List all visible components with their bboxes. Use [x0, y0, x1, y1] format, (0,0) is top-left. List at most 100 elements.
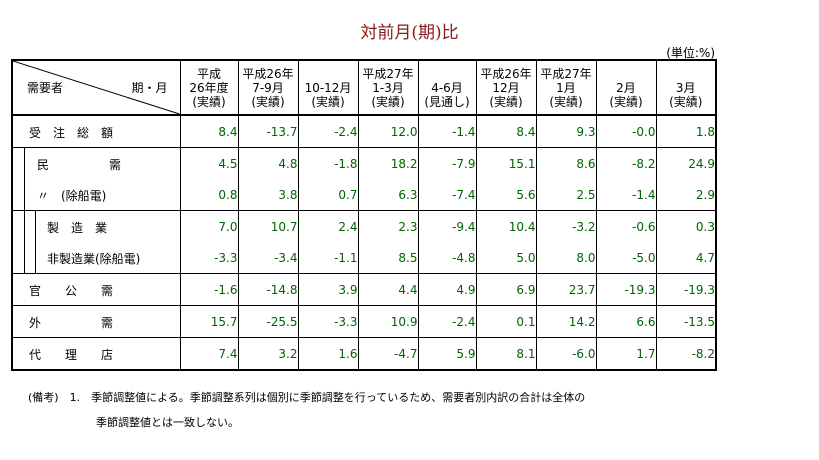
value-cell: 7.4 [179, 337, 239, 371]
table-row: 製 造 業 7.0 10.7 2.4 2.3 -9.4 10.4 -3.2 -0.6 0.3 [11, 210, 717, 242]
table-row: 〃 (除船電) 0.8 3.8 0.7 6.3 -7.4 5.6 2.5 -1.4 2.9 [11, 179, 717, 211]
value-cell: -13.7 [237, 114, 299, 148]
value-cell: -5.0 [595, 242, 657, 274]
value-cell: -1.4 [595, 179, 657, 211]
value-cell: 18.2 [357, 147, 419, 179]
row-label-cell: 〃 (除船電) [11, 179, 181, 211]
value-cell: -3.2 [535, 210, 597, 242]
row-label-cell: 受 注 総 額 [11, 114, 181, 148]
value-cell: 10.4 [475, 210, 537, 242]
value-cell: 1.7 [595, 337, 657, 371]
value-cell: -1.8 [297, 147, 359, 179]
value-cell: 0.8 [179, 179, 239, 211]
value-cell: 0.7 [297, 179, 359, 211]
note-line-1: (備考) 1. 季節調整値による。季節調整系列は個別に季節調整を行っているため、… [28, 391, 586, 404]
value-cell: 15.1 [475, 147, 537, 179]
value-cell: 6.6 [595, 305, 657, 338]
table-row: 代 理 店 7.4 3.2 1.6 -4.7 5.9 8.1 -6.0 1.7 -8.2 [11, 337, 717, 371]
value-cell: -2.4 [297, 114, 359, 148]
row-label: 受 注 総 額 [29, 126, 114, 140]
value-cell: -3.3 [179, 242, 239, 274]
value-cell: 9.3 [535, 114, 597, 148]
value-cell: 12.0 [357, 114, 419, 148]
header-row: 需要者 期・月 平成 26年度 (実績) 平成26年 7‐9月 (実績) 10‐12月(… [11, 59, 717, 116]
col-header: 平成26年 12月 (実績) [475, 59, 537, 116]
value-cell: 8.1 [475, 337, 537, 371]
corner-header-cell: 需要者 期・月 [11, 59, 181, 116]
row-label-cell: 製 造 業 [11, 210, 181, 242]
row-label: 〃 (除船電) [37, 189, 107, 203]
row-label: 民 需 [37, 158, 122, 172]
value-cell: 8.5 [357, 242, 419, 274]
table-row: 非製造業(除船電) -3.3 -3.4 -1.1 8.5 -4.8 5.0 8.0 -5.0 4.… [11, 242, 717, 274]
col-header: 4‐6月 (見通し) [417, 59, 477, 116]
value-cell: -9.4 [417, 210, 477, 242]
value-cell: 6.9 [475, 273, 537, 306]
value-cell: 0.1 [475, 305, 537, 338]
value-cell: -0.0 [595, 114, 657, 148]
row-label: 非製造業(除船電) [47, 252, 141, 266]
table-row: 官 公 需 -1.6 -14.8 3.9 4.4 4.9 6.9 23.7 -19.3 -19.3 [11, 273, 717, 306]
value-cell: 23.7 [535, 273, 597, 306]
value-cell: 10.9 [357, 305, 419, 338]
corner-label-demand: 需要者 [27, 81, 64, 95]
value-cell: 24.9 [655, 147, 717, 179]
value-cell: -7.9 [417, 147, 477, 179]
value-cell: -0.6 [595, 210, 657, 242]
value-cell: -8.2 [595, 147, 657, 179]
value-cell: -19.3 [595, 273, 657, 306]
row-label-cell: 非製造業(除船電) [11, 242, 181, 274]
value-cell: -1.6 [179, 273, 239, 306]
value-cell: -14.8 [237, 273, 299, 306]
row-label-cell: 官 公 需 [11, 273, 181, 306]
row-label-cell: 代 理 店 [11, 337, 181, 371]
value-cell: 2.9 [655, 179, 717, 211]
value-cell: -8.2 [655, 337, 717, 371]
value-cell: -19.3 [655, 273, 717, 306]
value-cell: 14.2 [535, 305, 597, 338]
value-cell: 1.8 [655, 114, 717, 148]
col-header: 平成26年 7‐9月 (実績) [237, 59, 299, 116]
value-cell: 10.7 [237, 210, 299, 242]
col-header: 平成27年 1月 (実績) [535, 59, 597, 116]
value-cell: -6.0 [535, 337, 597, 371]
value-cell: 15.7 [179, 305, 239, 338]
row-label-cell: 民 需 [11, 147, 181, 179]
value-cell: 8.4 [475, 114, 537, 148]
col-header: 平成27年 1‐3月 (実績) [357, 59, 419, 116]
value-cell: 3.8 [237, 179, 299, 211]
page-title: 対前月(期)比 [360, 23, 459, 43]
table-row: 民 需 4.5 4.8 -1.8 18.2 -7.9 15.1 8.6 -8.2 24.9 [11, 147, 717, 179]
value-cell: 8.4 [179, 114, 239, 148]
value-cell: 4.9 [417, 273, 477, 306]
notes: (備考) 1. 季節調整値による。季節調整系列は個別に季節調整を行っているため、… [28, 385, 585, 435]
value-cell: -25.5 [237, 305, 299, 338]
table-row: 外 需 15.7 -25.5 -3.3 10.9 -2.4 0.1 14.2 6.6 -13.5 [11, 305, 717, 338]
value-cell: -4.8 [417, 242, 477, 274]
value-cell: 4.7 [655, 242, 717, 274]
value-cell: -1.1 [297, 242, 359, 274]
data-table: 需要者 期・月 平成 26年度 (実績) 平成26年 7‐9月 (実績) 10‐12月(… [11, 59, 717, 371]
row-label-cell: 外 需 [11, 305, 181, 338]
value-cell: 2.3 [357, 210, 419, 242]
value-cell: -3.3 [297, 305, 359, 338]
col-header: 10‐12月 (実績) [297, 59, 359, 116]
value-cell: 4.4 [357, 273, 419, 306]
value-cell: 3.9 [297, 273, 359, 306]
value-cell: 8.6 [535, 147, 597, 179]
value-cell: -3.4 [237, 242, 299, 274]
value-cell: -13.5 [655, 305, 717, 338]
value-cell: -4.7 [357, 337, 419, 371]
value-cell: 3.2 [237, 337, 299, 371]
corner-label-period: 期・月 [131, 81, 168, 95]
row-label: 代 理 店 [29, 348, 114, 362]
note-line-2: 季節調整値とは一致しない。 [96, 416, 239, 429]
value-cell: 2.5 [535, 179, 597, 211]
value-cell: 4.5 [179, 147, 239, 179]
value-cell: 2.4 [297, 210, 359, 242]
col-header: 3月 (実績) [655, 59, 717, 116]
table-body: 受 注 総 額 8.4 -13.7 -2.4 12.0 -1.4 8.4 9.3 -0.0 1.8… [11, 114, 717, 371]
row-label: 官 公 需 [29, 284, 114, 298]
value-cell: 7.0 [179, 210, 239, 242]
value-cell: 5.9 [417, 337, 477, 371]
